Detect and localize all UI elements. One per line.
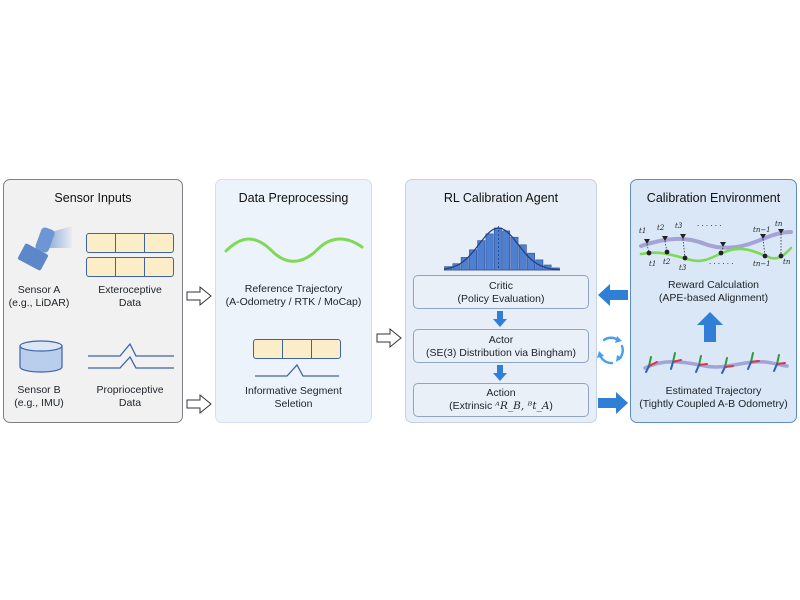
reward-calculation-label: Reward Calculation (APE-based Alignment)	[631, 279, 796, 305]
critic-title: Critic	[489, 280, 513, 292]
reward-sub: (APE-based Alignment)	[658, 292, 769, 304]
up-arrow-icon	[697, 312, 723, 342]
proprioceptive-signal-icon	[88, 342, 174, 369]
panel-title: Data Preprocessing	[238, 191, 349, 205]
hollow-arrow-icon	[376, 327, 402, 349]
down-arrow-icon	[493, 311, 507, 327]
proprioceptive-title: Proprioceptive	[96, 384, 164, 396]
sensor-a-name: Sensor A	[17, 284, 61, 296]
proprioceptive-sub: Data	[118, 397, 142, 409]
histogram-bar	[510, 236, 519, 271]
exteroceptive-title: Exteroceptive	[98, 284, 162, 296]
sensor-a-label: Sensor A (e.g., LiDAR)	[4, 284, 74, 310]
sensor-a-example: (e.g., LiDAR)	[8, 297, 70, 309]
histogram-bar	[502, 230, 511, 271]
left-arrow-icon	[598, 284, 628, 306]
reference-trajectory-wave	[224, 237, 364, 263]
sensor-b-example: (e.g., IMU)	[14, 397, 64, 409]
sensor-b-label: Sensor B (e.g., IMU)	[4, 384, 74, 410]
action-title: Action	[486, 387, 516, 399]
rl-calibration-agent-panel: RL Calibration Agent Critic (Policy Eval…	[405, 179, 597, 423]
critic-box: Critic (Policy Evaluation)	[413, 275, 589, 309]
lidar-icon	[18, 226, 72, 271]
time-label-bottom: tn	[783, 258, 791, 266]
time-label-bottom: t1	[649, 260, 656, 268]
action-prefix: (Extrinsic	[449, 400, 496, 412]
histogram-bar	[469, 249, 477, 271]
panel-title: RL Calibration Agent	[443, 191, 559, 205]
segment-label: Informative Segment Seletion	[216, 385, 371, 411]
time-label-top: · · · · · ·	[697, 222, 721, 230]
histogram-bar	[460, 257, 469, 271]
segment-signal-icon	[255, 363, 339, 377]
actor-sub: (SE(3) Distribution via Bingham)	[426, 347, 576, 359]
segment-title: Informative Segment	[245, 385, 342, 397]
hollow-arrow-icon	[186, 285, 212, 307]
reference-trajectory-label: Reference Trajectory (A-Odometry / RTK /…	[216, 283, 371, 309]
exteroceptive-label: Exteroceptive Data	[78, 284, 182, 310]
action-box: Action (Extrinsic ᴬR_B, ᴮt_A)	[413, 383, 589, 417]
time-label-top: tn−1	[753, 226, 771, 234]
time-label-bottom: t3	[679, 264, 687, 272]
critic-sub: (Policy Evaluation)	[457, 293, 545, 305]
time-label-bottom: · · · · · ·	[709, 260, 733, 268]
time-label-top: tn	[775, 220, 783, 228]
histogram-bar	[485, 233, 494, 271]
policy-distribution-histogram	[443, 226, 561, 271]
reference-sub: (A-Odometry / RTK / MoCap)	[225, 296, 362, 308]
panel-title: Calibration Environment	[646, 191, 781, 205]
calibration-environment-panel: Calibration Environment t1 t2 t3 · · · ·…	[630, 179, 797, 423]
density-curve	[443, 227, 561, 271]
estimated-sub: (Tightly Coupled A-B Odometry)	[639, 398, 788, 410]
histogram-bar	[518, 244, 527, 271]
down-arrow-icon	[493, 365, 507, 381]
actor-box: Actor (SE(3) Distribution via Bingham)	[413, 329, 589, 363]
time-label-top: t1	[639, 227, 646, 235]
exteroceptive-sub: Data	[118, 297, 142, 309]
exteroceptive-data-row-1	[86, 233, 174, 253]
action-sub: (Extrinsic ᴬR_B, ᴮt_A)	[414, 400, 588, 413]
time-label-top: t3	[675, 222, 683, 230]
data-preprocessing-panel: Data Preprocessing Reference Trajectory …	[215, 179, 372, 423]
imu-cylinder-icon	[19, 340, 63, 373]
reference-title: Reference Trajectory	[244, 283, 343, 295]
right-arrow-icon	[598, 392, 628, 414]
estimated-trajectory-label: Estimated Trajectory (Tightly Coupled A-…	[631, 385, 796, 411]
cycle-icon	[597, 336, 624, 365]
sensor-b-name: Sensor B	[17, 384, 61, 396]
exteroceptive-data-row-2	[86, 257, 174, 277]
sensor-inputs-panel: Sensor Inputs Sensor A (e.g., LiDAR) Ext…	[3, 179, 183, 423]
action-suffix: )	[549, 400, 553, 412]
hollow-arrow-icon	[186, 393, 212, 415]
trajectory-alignment-plot: t1 t2 t3 · · · · · · tn−1 tn t1 t2 t3 · …	[639, 220, 793, 272]
histogram-bar	[493, 227, 502, 271]
time-label-bottom: t2	[663, 258, 671, 266]
action-extrinsic-math: ᴬR_B, ᴮt_A	[495, 400, 550, 412]
actor-title: Actor	[488, 334, 514, 346]
panel-title: Sensor Inputs	[54, 191, 132, 205]
time-label-bottom: tn−1	[753, 260, 771, 268]
time-label-top: t2	[657, 224, 665, 232]
segment-sub: Seletion	[274, 398, 313, 410]
reward-title: Reward Calculation	[667, 279, 760, 291]
estimated-trajectory-poses	[643, 352, 789, 374]
proprioceptive-label: Proprioceptive Data	[78, 384, 182, 410]
segment-data-row	[253, 339, 341, 359]
estimated-title: Estimated Trajectory	[665, 385, 762, 397]
